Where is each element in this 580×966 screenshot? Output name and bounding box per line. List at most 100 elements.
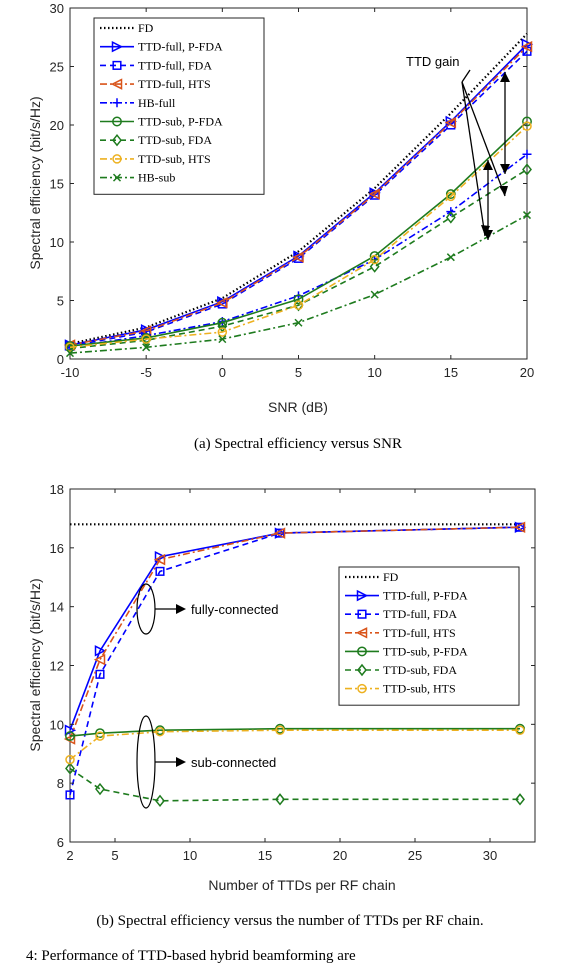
legend-label: TTD-sub, FDA bbox=[138, 133, 212, 147]
data-point bbox=[218, 335, 227, 344]
data-point bbox=[65, 349, 75, 358]
caption-b: (b) Spectral efficiency versus the numbe… bbox=[96, 913, 483, 929]
series-line bbox=[69, 727, 520, 737]
data-point bbox=[65, 731, 75, 742]
data-point bbox=[65, 754, 75, 765]
legend-marker bbox=[112, 173, 122, 182]
legend-label: FD bbox=[383, 570, 399, 584]
data-point bbox=[369, 251, 380, 261]
data-point bbox=[293, 300, 304, 310]
y-axis-label: Spectral efficiency (bit/s/Hz) bbox=[27, 96, 43, 269]
chart-snr: -10 -5 0 5 10 15 20 0 5 10 15 20 25 30 TTD gain FD TTD… bbox=[27, 1, 534, 452]
data-point bbox=[293, 294, 304, 305]
legend-label: TTD-full, P-FDA bbox=[138, 40, 223, 54]
data-point bbox=[370, 290, 379, 299]
data-point bbox=[446, 191, 456, 202]
annotation-fully-connected: fully-connected bbox=[136, 583, 278, 635]
data-point bbox=[142, 343, 151, 352]
series-line bbox=[69, 46, 528, 346]
legend-label: HB-sub bbox=[138, 171, 175, 185]
annotation-sub-connected: sub-connected bbox=[136, 715, 276, 809]
x-tick-label: 25 bbox=[408, 848, 422, 863]
legend-label: TTD-sub, HTS bbox=[383, 682, 456, 696]
legend-marker bbox=[110, 78, 123, 90]
y-tick-label: 25 bbox=[50, 60, 64, 75]
legend-marker bbox=[112, 60, 122, 70]
data-point bbox=[65, 790, 75, 800]
legend-entry: TTD-sub, FDA bbox=[100, 133, 212, 147]
legend-entry: TTD-sub, P-FDA bbox=[345, 644, 468, 658]
data-point bbox=[522, 121, 532, 131]
legend-entry: HB-full bbox=[100, 96, 176, 110]
annotation-label: fully-connected bbox=[191, 602, 278, 617]
data-point bbox=[522, 149, 532, 159]
legend-entry: TTD-sub, HTS bbox=[100, 152, 211, 166]
legend-label: TTD-sub, HTS bbox=[138, 152, 211, 166]
x-tick-label: 5 bbox=[295, 365, 302, 380]
x-axis-label: SNR (dB) bbox=[268, 399, 328, 415]
data-point bbox=[155, 794, 165, 808]
legend-marker bbox=[355, 627, 368, 639]
legend-marker bbox=[357, 646, 367, 657]
data-point bbox=[275, 793, 285, 806]
legend-entry: TTD-full, P-FDA bbox=[345, 589, 468, 603]
data-point bbox=[153, 553, 166, 566]
data-point bbox=[94, 645, 107, 657]
y-tick-label: 8 bbox=[57, 776, 64, 791]
series-ttd-full-hts bbox=[63, 521, 526, 745]
legend-label: TTD-full, HTS bbox=[383, 626, 456, 640]
legend-entry: TTD-sub, HTS bbox=[345, 682, 456, 696]
y-tick-label: 18 bbox=[50, 482, 64, 497]
data-point bbox=[63, 733, 76, 745]
y-tick-label: 10 bbox=[50, 717, 64, 732]
data-point bbox=[369, 260, 380, 273]
x-tick-label: 30 bbox=[483, 848, 497, 863]
legend-marker bbox=[357, 683, 367, 694]
data-point bbox=[275, 725, 285, 735]
y-axis-label: Spectral efficiency (bit/s/Hz) bbox=[27, 578, 43, 751]
data-point bbox=[444, 116, 457, 129]
annotation-label: TTD gain bbox=[406, 54, 459, 69]
legend-entry: TTD-full, FDA bbox=[345, 607, 457, 621]
x-tick-label: 15 bbox=[258, 848, 272, 863]
data-point bbox=[155, 566, 165, 576]
legend-entry: TTD-full, HTS bbox=[345, 626, 456, 640]
x-tick-label: -5 bbox=[140, 365, 152, 380]
y-tick-label: 12 bbox=[50, 659, 64, 674]
legend-label: TTD-full, FDA bbox=[383, 607, 457, 621]
legend-entry: FD bbox=[345, 570, 399, 584]
data-point bbox=[65, 762, 75, 775]
data-point bbox=[515, 725, 525, 735]
x-tick-label: 15 bbox=[444, 365, 458, 380]
y-tick-label: 5 bbox=[57, 294, 64, 309]
data-point bbox=[445, 189, 456, 199]
legend-label: TTD-sub, P-FDA bbox=[138, 115, 223, 129]
data-point bbox=[93, 653, 106, 666]
data-point bbox=[292, 251, 304, 263]
series-hb-sub bbox=[65, 211, 532, 358]
series-line bbox=[69, 767, 520, 802]
data-point bbox=[273, 527, 286, 539]
y-tick-label: 6 bbox=[57, 835, 64, 850]
y-tick-label: 16 bbox=[50, 541, 64, 556]
x-tick-label: 20 bbox=[333, 848, 347, 863]
x-tick-label: 20 bbox=[520, 365, 534, 380]
legend-label: FD bbox=[138, 21, 154, 35]
y-tick-label: 20 bbox=[50, 118, 64, 133]
legend-label: TTD-full, HTS bbox=[138, 77, 211, 91]
legend-marker bbox=[356, 589, 369, 602]
series-ttd-sub-fda bbox=[65, 762, 525, 808]
legend-entry: FD bbox=[100, 21, 154, 35]
figure-caption-trailing: 4: Performance of TTD-based hybrid beamf… bbox=[26, 948, 356, 964]
data-point bbox=[368, 188, 380, 200]
legend-entry: TTD-sub, P-FDA bbox=[100, 115, 223, 129]
data-point bbox=[95, 782, 105, 796]
legend-entry: HB-sub bbox=[100, 171, 175, 185]
series-ttd-sub-hts bbox=[65, 725, 525, 765]
legend-label: TTD-full, FDA bbox=[138, 58, 212, 72]
data-point bbox=[217, 327, 228, 337]
series-layer bbox=[63, 32, 534, 358]
series-line bbox=[69, 526, 521, 740]
y-tick-label: 15 bbox=[50, 177, 64, 192]
